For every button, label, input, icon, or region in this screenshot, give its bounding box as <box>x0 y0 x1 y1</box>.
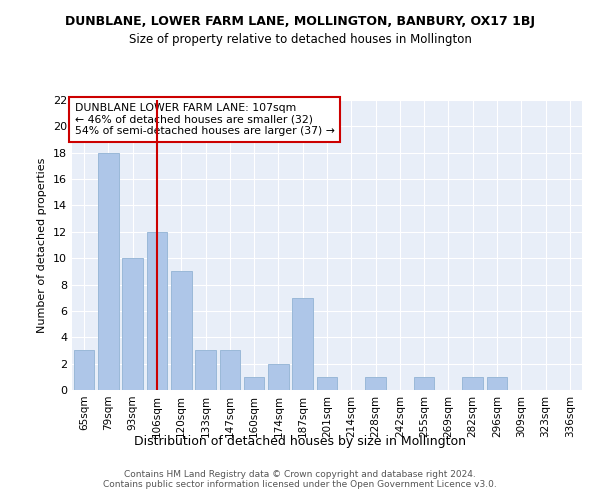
Text: DUNBLANE LOWER FARM LANE: 107sqm
← 46% of detached houses are smaller (32)
54% o: DUNBLANE LOWER FARM LANE: 107sqm ← 46% o… <box>74 103 334 136</box>
Text: Contains public sector information licensed under the Open Government Licence v3: Contains public sector information licen… <box>103 480 497 489</box>
Bar <box>317 377 337 390</box>
Bar <box>365 377 386 390</box>
Text: Size of property relative to detached houses in Mollington: Size of property relative to detached ho… <box>128 32 472 46</box>
Y-axis label: Number of detached properties: Number of detached properties <box>37 158 47 332</box>
Bar <box>463 377 483 390</box>
Bar <box>414 377 434 390</box>
Bar <box>292 298 313 390</box>
Bar <box>244 377 265 390</box>
Bar <box>268 364 289 390</box>
Text: Contains HM Land Registry data © Crown copyright and database right 2024.: Contains HM Land Registry data © Crown c… <box>124 470 476 479</box>
Bar <box>98 152 119 390</box>
Bar <box>171 272 191 390</box>
Text: Distribution of detached houses by size in Mollington: Distribution of detached houses by size … <box>134 435 466 448</box>
Bar <box>122 258 143 390</box>
Bar <box>74 350 94 390</box>
Bar <box>220 350 240 390</box>
Bar <box>487 377 508 390</box>
Bar <box>146 232 167 390</box>
Bar <box>195 350 216 390</box>
Text: DUNBLANE, LOWER FARM LANE, MOLLINGTON, BANBURY, OX17 1BJ: DUNBLANE, LOWER FARM LANE, MOLLINGTON, B… <box>65 15 535 28</box>
